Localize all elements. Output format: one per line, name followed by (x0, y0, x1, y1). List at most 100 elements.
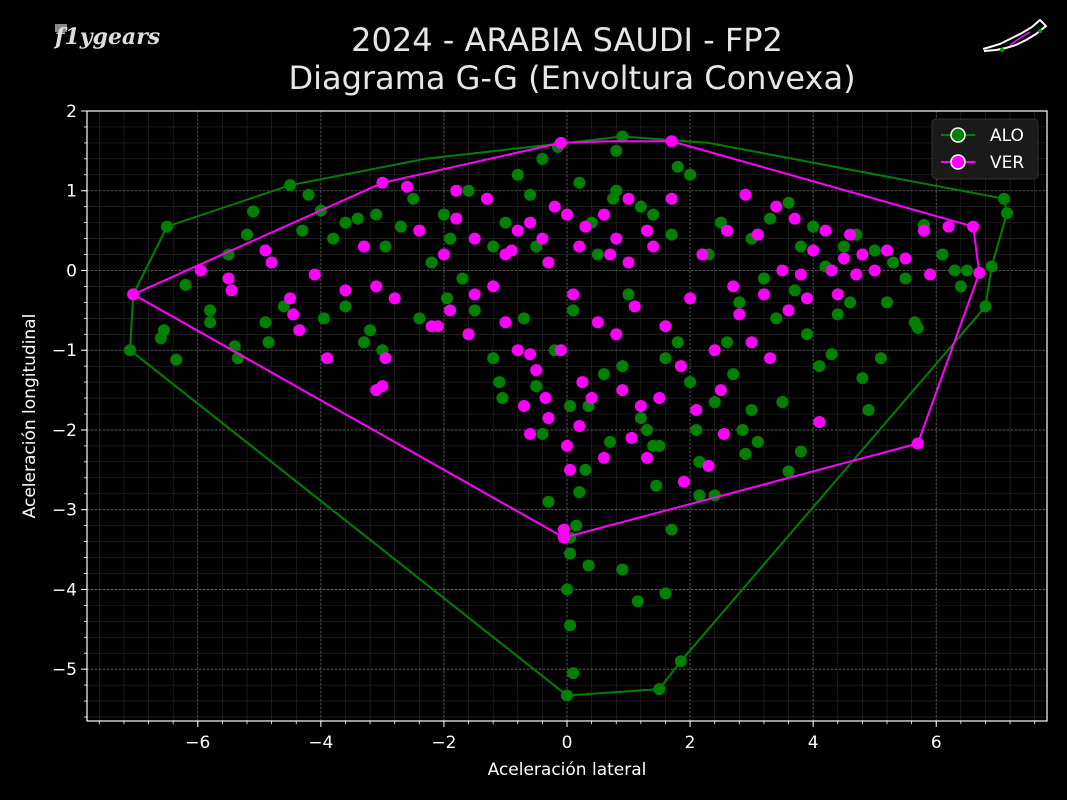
point-ver (610, 232, 623, 245)
point-alo (564, 619, 577, 632)
point-alo (801, 328, 813, 341)
y-tick-label: −1 (52, 341, 77, 361)
point-alo (487, 352, 500, 365)
point-alo (222, 248, 235, 261)
point-ver (401, 180, 413, 193)
point-alo (379, 240, 392, 253)
point-ver (579, 220, 592, 233)
point-ver (899, 252, 912, 265)
point-ver (557, 523, 570, 536)
point-ver (524, 216, 537, 229)
point-ver (542, 256, 555, 269)
point-ver (431, 320, 444, 333)
point-ver (517, 400, 530, 413)
x-tick-label: 0 (562, 733, 573, 753)
point-ver (487, 280, 500, 293)
point-ver (548, 200, 561, 213)
point-alo (296, 224, 309, 237)
hull-ver (132, 140, 981, 539)
point-ver (813, 415, 826, 428)
point-ver (573, 240, 586, 253)
point-alo (317, 312, 330, 325)
x-axis-label: Aceleración lateral (488, 760, 647, 780)
point-ver (757, 288, 770, 301)
point-ver (831, 288, 844, 301)
point-alo (634, 411, 647, 424)
point-ver (776, 264, 789, 277)
y-tick-label: −5 (52, 660, 77, 680)
point-alo (813, 360, 826, 373)
logo-text: f1ygears (53, 24, 160, 50)
point-alo (764, 212, 777, 225)
point-ver (717, 427, 730, 440)
point-alo (874, 352, 887, 365)
point-alo (579, 463, 592, 476)
point-ver (339, 284, 352, 297)
point-ver (844, 228, 857, 241)
point-alo (631, 595, 644, 608)
point-ver (357, 240, 370, 253)
point-ver (604, 248, 617, 261)
track-map-logo (982, 18, 1048, 52)
point-ver (308, 268, 321, 281)
point-ver (567, 288, 580, 301)
point-ver (591, 316, 604, 329)
point-ver (696, 248, 709, 261)
point-alo (157, 324, 170, 337)
point-ver (265, 256, 278, 269)
point-ver (622, 192, 635, 205)
point-alo (776, 396, 789, 409)
point-alo (844, 296, 857, 309)
point-alo (561, 583, 573, 596)
point-alo (881, 296, 893, 309)
point-alo (634, 200, 647, 213)
point-alo (302, 188, 315, 201)
point-ver (924, 268, 937, 281)
legend: ALO VER (931, 118, 1039, 180)
point-ver (576, 376, 589, 389)
point-alo (394, 220, 407, 233)
point-alo (899, 272, 912, 285)
point-alo (659, 352, 672, 365)
point-ver (684, 292, 697, 305)
point-alo (782, 196, 795, 209)
point-alo (339, 300, 352, 313)
point-ver (561, 208, 573, 221)
point-alo (671, 336, 684, 349)
point-alo (954, 280, 967, 293)
point-ver (653, 392, 666, 405)
point-alo (204, 304, 217, 317)
point-ver (437, 248, 450, 261)
point-ver (788, 212, 801, 225)
point-alo (499, 216, 512, 229)
point-alo (370, 208, 383, 221)
point-alo (179, 278, 192, 291)
point-alo (659, 587, 672, 600)
y-tick-label: −4 (52, 580, 77, 600)
point-alo (570, 519, 583, 532)
point-alo (170, 353, 183, 366)
point-ver (321, 352, 333, 365)
point-ver (721, 224, 733, 237)
point-ver (634, 400, 647, 413)
point-ver (524, 348, 537, 361)
point-ver (127, 288, 140, 301)
point-alo (444, 232, 457, 245)
point-ver (677, 475, 690, 488)
chart-title-line1: 2024 - ARABIA SAUDI - FP2 (351, 21, 783, 59)
point-alo (794, 240, 807, 253)
point-alo (770, 312, 783, 325)
point-ver (573, 419, 586, 432)
series-layer (124, 130, 1013, 702)
point-ver (622, 256, 635, 269)
point-ver (597, 208, 610, 221)
point-alo (745, 404, 758, 417)
point-ver (511, 224, 524, 237)
point-alo (339, 216, 352, 229)
point-ver (444, 304, 457, 317)
x-tick-label: −4 (308, 733, 333, 753)
point-ver (801, 292, 813, 305)
point-alo (653, 439, 666, 452)
x-tick-label: 2 (685, 733, 696, 753)
point-ver (554, 344, 567, 357)
